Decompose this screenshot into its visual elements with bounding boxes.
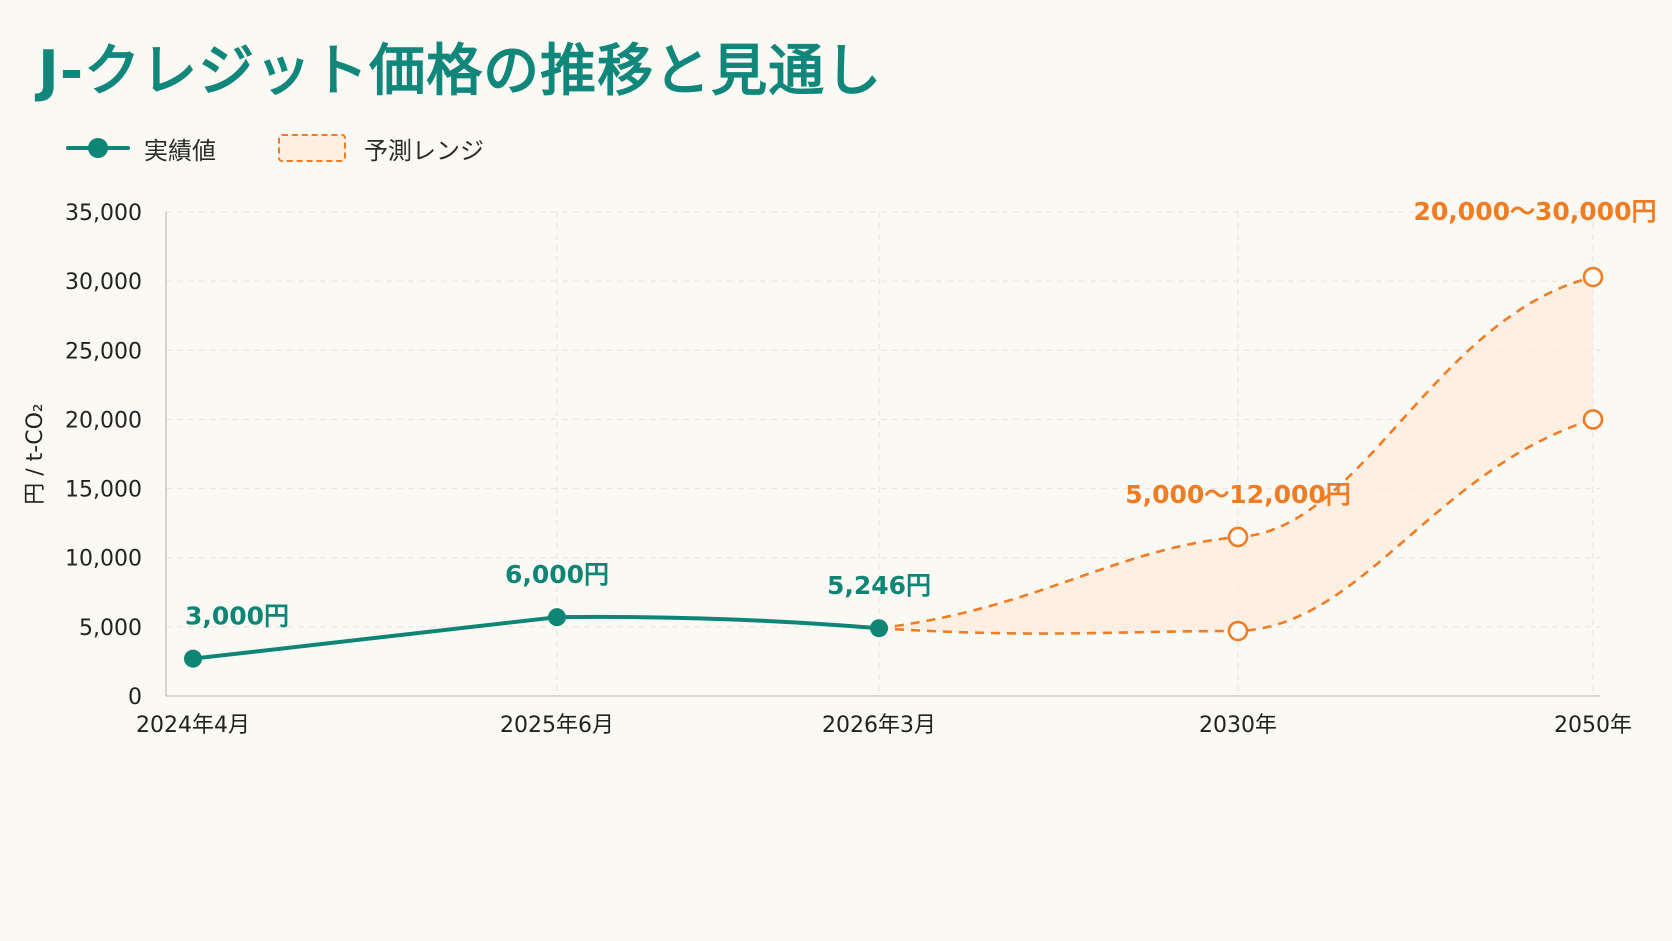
actual-point xyxy=(870,619,888,638)
actual-point xyxy=(184,649,202,668)
forecast-lower-point xyxy=(1582,409,1604,430)
legend-range-label: 予測レンジ xyxy=(364,136,484,165)
y-tick-label: 15,000 xyxy=(65,478,142,503)
y-axis-label: 円 / t-CO₂ xyxy=(23,403,48,504)
y-tick-label: 0 xyxy=(128,685,142,710)
forecast-upper-point xyxy=(1227,526,1249,548)
y-tick-label: 20,000 xyxy=(65,408,142,433)
forecast-label-2050: 20,000〜30,000円 xyxy=(1414,197,1657,226)
actual-data-label: 6,000円 xyxy=(505,560,609,589)
forecast-upper-line xyxy=(878,275,1594,630)
actual-data-label: 3,000円 xyxy=(185,602,289,631)
chart-legend: 実績値 予測レンジ xyxy=(66,128,546,168)
forecast-band-fill xyxy=(879,276,1593,634)
x-tick-label: 2026年3月 xyxy=(822,713,936,738)
forecast-upper-point xyxy=(1582,266,1604,288)
x-tick-label: 2025年6月 xyxy=(500,713,614,738)
forecast-label-2030: 5,000〜12,000円 xyxy=(1125,480,1351,509)
actual-data-label: 5,246円 xyxy=(827,571,931,600)
y-tick-label: 10,000 xyxy=(65,547,142,572)
legend-actual-swatch xyxy=(66,138,130,158)
x-tick-label: 2024年4月 xyxy=(136,713,250,738)
x-tick-label: 2030年 xyxy=(1199,713,1277,738)
legend-item-actual: 実績値 xyxy=(66,131,216,166)
legend-range-swatch xyxy=(278,134,346,162)
x-tick-label: 2050年 xyxy=(1554,713,1632,738)
legend-item-range: 予測レンジ xyxy=(278,131,484,166)
forecast-lower-point xyxy=(1227,620,1249,642)
y-tick-label: 25,000 xyxy=(65,339,142,364)
y-tick-label: 35,000 xyxy=(65,201,142,226)
actual-point xyxy=(548,608,566,627)
actual-line xyxy=(191,614,881,661)
y-tick-label: 5,000 xyxy=(79,616,142,641)
page-title: J-クレジット価格の推移と見通し xyxy=(38,39,883,104)
legend-actual-label: 実績値 xyxy=(144,136,216,165)
y-tick-label: 30,000 xyxy=(65,270,142,295)
